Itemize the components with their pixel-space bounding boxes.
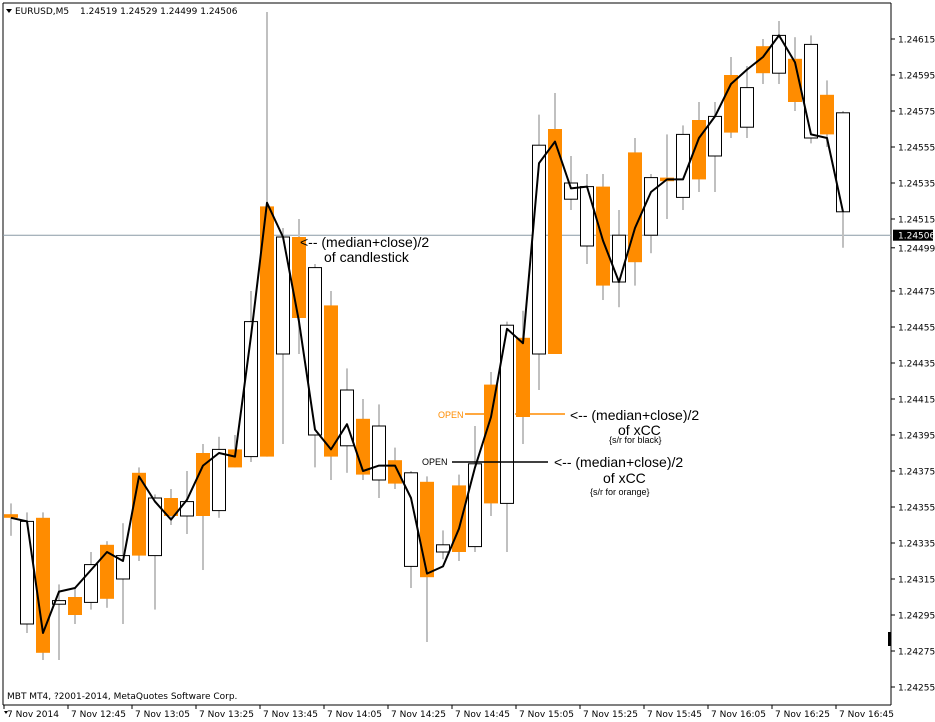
price-tick-label: 1.24335	[898, 540, 935, 550]
candle-body-white	[20, 520, 34, 625]
annotation-xcc1-note: {s/r for black}	[609, 435, 662, 445]
open-label-black: OPEN	[422, 457, 448, 467]
price-tick-label: 1.24615	[898, 36, 935, 46]
candle-body-white	[116, 555, 130, 580]
annotation-candle-title: <-- (median+close)/2	[300, 234, 429, 250]
time-tick-label: 7 Nov 14:05	[327, 710, 382, 720]
price-tick-label: 1.24455	[898, 324, 935, 334]
time-tick-label: 7 Nov 15:05	[519, 710, 574, 720]
candle-body-orange	[324, 305, 338, 457]
candle-body-orange	[36, 517, 50, 653]
time-tick-label: 7 Nov 13:45	[263, 710, 318, 720]
candle-body-orange	[260, 206, 274, 457]
candle-body-white	[676, 133, 690, 198]
candle-body-orange	[228, 449, 242, 468]
candle-body-orange	[820, 94, 834, 135]
candle-body-white	[276, 236, 290, 355]
candle-body-orange	[388, 460, 402, 484]
candle-body-white	[212, 448, 226, 512]
candle-body-orange	[420, 481, 434, 578]
candle-body-orange	[628, 152, 642, 263]
symbol-dropdown-icon[interactable]	[6, 9, 12, 13]
annotation-xcc1-sub: of xCC	[618, 422, 661, 438]
time-tick-label: 7 Nov 13:05	[135, 710, 190, 720]
price-tick-label: 1.24575	[898, 108, 935, 118]
candle-body-orange	[788, 58, 802, 102]
time-tick-label: 7 Nov 15:45	[647, 710, 702, 720]
price-tick-label: 1.24595	[898, 72, 935, 82]
price-tick-label: 1.24415	[898, 396, 935, 406]
chart-symbol: EURUSD,M5	[15, 7, 69, 17]
price-tick-label: 1.24255	[898, 684, 935, 694]
time-tick-label: 7 Nov 16:25	[775, 710, 830, 720]
candle-body-white	[740, 87, 754, 128]
price-axis: 1.24615 1.24595 1.24575 1.24555 1.24535 1.245…	[891, 36, 935, 694]
price-tick-label: 1.24435	[898, 360, 935, 370]
annotation-candle-sub: of candlestick	[324, 249, 410, 265]
candle-body-orange	[356, 418, 370, 475]
current-price-badge	[893, 229, 933, 241]
candle-body-white	[148, 497, 162, 557]
time-axis-dropdown-icon	[4, 711, 8, 714]
candle-body-white	[404, 472, 418, 567]
price-tick-label: 1.24275	[898, 648, 935, 658]
price-tick-label: 1.24555	[898, 144, 935, 154]
candle-body-white	[500, 324, 514, 504]
time-tick-label: 7 Nov 14:45	[455, 710, 510, 720]
price-tick-label: 1.24375	[898, 468, 935, 478]
candle-body-white	[612, 234, 626, 283]
candle-body-white	[580, 186, 594, 247]
price-tick-label: 1.24395	[898, 432, 935, 442]
annotation-xcc2-title: <-- (median+close)/2	[554, 454, 683, 470]
time-tick-label: 7 Nov 2014	[7, 710, 59, 720]
time-tick-label: 7 Nov 16:45	[839, 710, 894, 720]
candle-bodies	[4, 34, 850, 653]
time-tick-label: 7 Nov 16:05	[711, 710, 766, 720]
candle-body-orange	[4, 514, 18, 518]
candle-body-white	[180, 501, 194, 517]
candle-body-white	[468, 463, 482, 548]
copyright-text: MBT MT4, ?2001-2014, MetaQuotes Software…	[7, 692, 237, 702]
median-close-polyline	[10, 34, 844, 634]
price-tick-label: 1.24295	[898, 612, 935, 622]
time-axis: 7 Nov 2014 7 Nov 12:45 7 Nov 13:05 7 Nov 13…	[3, 705, 894, 720]
time-tick-label: 7 Nov 15:25	[583, 710, 638, 720]
chart-shift-marker[interactable]	[888, 632, 891, 646]
candle-body-white	[52, 600, 66, 605]
annotation-xcc2-sub: of xCC	[603, 470, 646, 486]
candle-body-orange	[516, 337, 530, 417]
price-tick-label: 1.24499	[898, 244, 935, 254]
candle-body-white	[804, 43, 818, 139]
price-tick-label: 1.24475	[898, 288, 935, 298]
open-label-orange: OPEN	[438, 410, 464, 420]
time-tick-label: 7 Nov 13:25	[199, 710, 254, 720]
price-tick-label: 1.24315	[898, 576, 935, 586]
median-close-line	[10, 34, 844, 634]
current-price-label: 1.24506	[898, 232, 935, 242]
price-tick-label: 1.24515	[898, 216, 935, 226]
candle-body-white	[308, 267, 322, 436]
annotation-xcc2-note: {s/r for orange}	[590, 487, 650, 497]
time-tick-label: 7 Nov 12:45	[71, 710, 126, 720]
candle-body-orange	[596, 186, 610, 286]
price-tick-label: 1.24355	[898, 504, 935, 514]
candle-body-white	[532, 144, 546, 355]
candle-body-white	[372, 425, 386, 481]
price-tick-label: 1.24535	[898, 180, 935, 190]
candle-body-orange	[196, 453, 210, 516]
candle-body-white	[436, 544, 450, 553]
time-tick-label: 7 Nov 14:25	[391, 710, 446, 720]
candle-body-white	[836, 112, 850, 213]
candle-body-orange	[548, 129, 562, 354]
chart-ohlc: 1.24519 1.24529 1.24499 1.24506	[80, 7, 238, 17]
candle-body-orange	[164, 498, 178, 516]
candle-body-orange	[484, 384, 498, 504]
candle-body-orange	[68, 597, 82, 615]
candle-body-white	[644, 177, 658, 236]
annotation-xcc1-title: <-- (median+close)/2	[570, 407, 699, 423]
candle-body-orange	[100, 544, 114, 599]
